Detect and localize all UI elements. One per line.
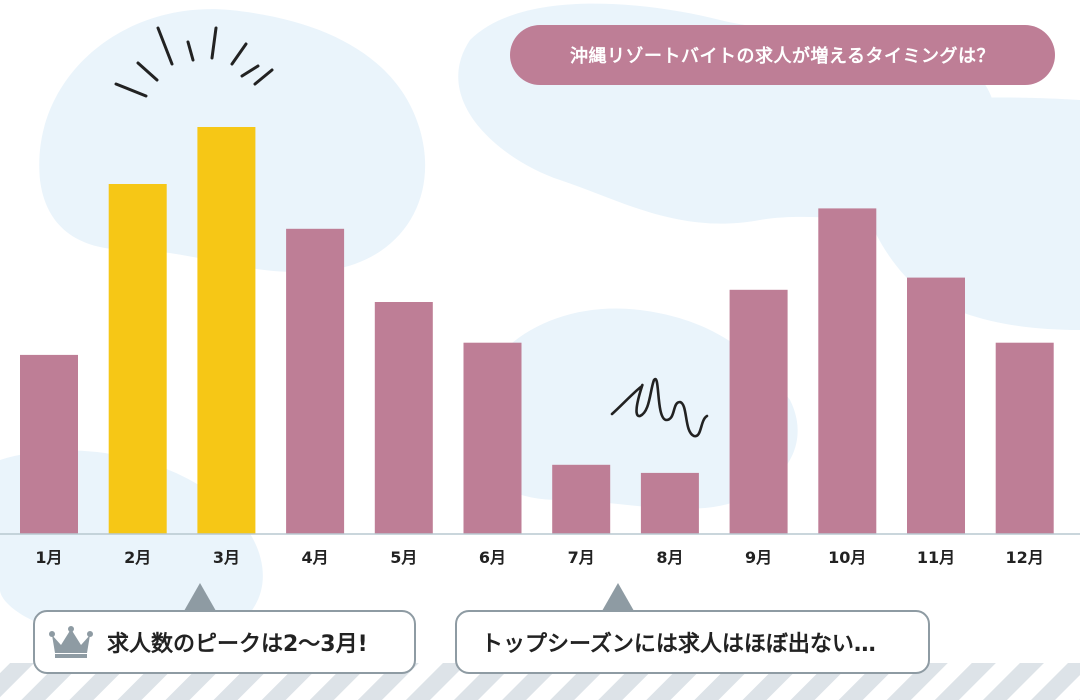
x-tick-label-3: 3月 [213, 548, 240, 567]
bar-3 [197, 127, 256, 534]
callout-peak: 求人数のピークは2〜3月! [33, 610, 416, 674]
crown-icon [49, 626, 93, 658]
bar-chart: 1月 2月 3月 4月 5月 6月 7月 8月 9月 10月 11月 12月 [0, 26, 1080, 567]
x-tick-label-12: 12月 [1006, 548, 1044, 567]
burst-lines-icon [114, 26, 274, 98]
x-tick-label-7: 7月 [568, 548, 595, 567]
x-tick-label-5: 5月 [390, 548, 417, 567]
bar-6 [463, 342, 522, 534]
bar-11 [907, 277, 965, 534]
x-tick-label-2: 2月 [124, 548, 151, 567]
bar-4 [286, 228, 345, 535]
x-tick-label-10: 10月 [828, 548, 866, 567]
x-tick-label-9: 9月 [745, 548, 772, 567]
callout-peak-text: 求人数のピークは2〜3月! [107, 632, 368, 657]
callout-pointer-low [602, 583, 634, 611]
bar-10 [818, 208, 877, 534]
x-tick-label-8: 8月 [656, 548, 683, 567]
callout-low-text: トップシーズンには求人はほぼ出ない… [481, 632, 876, 657]
x-tick-label-4: 4月 [302, 548, 329, 567]
bar-2 [108, 184, 167, 534]
x-tick-label-6: 6月 [479, 548, 506, 567]
bar-5 [374, 302, 433, 534]
bar-9 [729, 289, 788, 534]
bar-8 [640, 472, 699, 534]
chart-title: 沖縄リゾートバイトの求人が増えるタイミングは？ [510, 25, 1055, 85]
scribble-icon [610, 377, 709, 438]
bar-12 [995, 342, 1054, 534]
callout-pointer-peak [184, 583, 216, 611]
callout-low: トップシーズンには求人はほぼ出ない… [455, 610, 930, 674]
bar-7 [552, 464, 611, 534]
bar-1 [20, 354, 78, 534]
x-tick-label-1: 1月 [35, 548, 62, 567]
x-tick-label-11: 11月 [917, 548, 955, 567]
